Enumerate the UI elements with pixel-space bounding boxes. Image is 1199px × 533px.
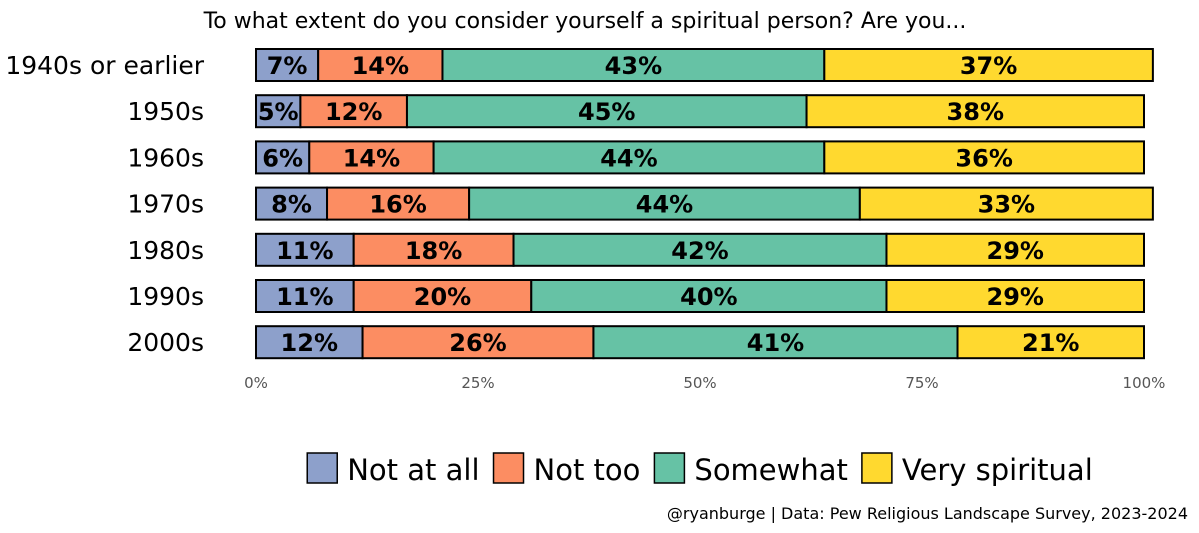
legend-swatch — [306, 452, 338, 484]
bar-segment-not-too — [299, 94, 408, 129]
category-label: 1950s — [127, 97, 204, 126]
data-label: 37% — [960, 52, 1017, 80]
x-tick-label: 100% — [1123, 374, 1166, 392]
data-label: 29% — [987, 283, 1044, 311]
category-label: 1960s — [127, 143, 204, 172]
legend-label: Not too — [534, 453, 641, 487]
bar-segment-not-at-all — [255, 48, 320, 82]
bar-segment-not-at-all — [255, 325, 364, 360]
data-label: 21% — [1022, 329, 1079, 357]
data-label: 8% — [271, 191, 312, 219]
data-label: 7% — [267, 52, 308, 80]
data-label: 36% — [955, 144, 1012, 172]
bar-segment-very-spiritual — [823, 140, 1145, 175]
bar-segment-somewhat — [512, 232, 888, 267]
data-label: 12% — [325, 98, 382, 126]
bars-group: 7% 14% 43% 37% 5% 12% 45% 38% 6% 14% 44% 36% 8% 16% 44… — [255, 48, 1154, 360]
data-label: 11% — [276, 283, 333, 311]
data-label: 11% — [276, 237, 333, 265]
data-label: 14% — [352, 52, 409, 80]
bar-segment-very-spiritual — [885, 279, 1145, 313]
legend-swatch — [861, 452, 893, 484]
x-axis-ticks: 0% 25% 50% 75% 100% — [244, 374, 1165, 392]
x-tick-label: 25% — [461, 374, 494, 392]
data-label: 18% — [405, 237, 462, 265]
data-label: 5% — [258, 98, 299, 126]
chart-title: To what extent do you consider yourself … — [203, 9, 967, 34]
category-label: 1990s — [127, 282, 204, 311]
data-label: 29% — [987, 237, 1044, 265]
category-labels: 1940s or earlier 1950s 1960s 1970s 1980s 1990… — [5, 51, 204, 357]
x-tick-label: 0% — [244, 374, 268, 392]
bar-segment-very-spiritual — [885, 232, 1145, 267]
data-label: 33% — [978, 191, 1035, 219]
category-label: 1970s — [127, 190, 204, 219]
data-label: 12% — [281, 329, 338, 357]
data-label: 42% — [671, 237, 728, 265]
bar-segment-not-too — [317, 48, 444, 82]
legend: Not at all Not too Somewhat Very spiritual — [306, 452, 1093, 487]
data-label: 45% — [578, 98, 635, 126]
data-label: 38% — [947, 98, 1004, 126]
bar-segment-somewhat — [592, 325, 959, 360]
data-label: 44% — [636, 191, 693, 219]
legend-label: Very spiritual — [902, 453, 1093, 487]
data-label: 14% — [343, 144, 400, 172]
category-label: 1940s or earlier — [5, 51, 204, 80]
x-tick-label: 50% — [683, 374, 716, 392]
bar-segment-very-spiritual — [956, 325, 1146, 360]
x-tick-label: 75% — [905, 374, 938, 392]
bar-segment-not-too — [326, 186, 471, 221]
data-label: 43% — [605, 52, 662, 80]
bar-segment-not-at-all — [255, 232, 355, 267]
legend-label: Not at all — [347, 453, 479, 487]
bar-segment-not-too — [308, 140, 435, 175]
data-label: 44% — [600, 144, 657, 172]
data-label: 26% — [449, 329, 506, 357]
category-label: 1980s — [127, 236, 204, 265]
bar-segment-somewhat — [530, 279, 888, 313]
data-label: 20% — [414, 283, 471, 311]
category-label: 2000s — [127, 328, 204, 357]
bar-segment-very-spiritual — [858, 186, 1154, 221]
bar-segment-very-spiritual — [805, 94, 1145, 129]
bar-segment-somewhat — [441, 48, 826, 82]
legend-swatch — [653, 452, 686, 484]
data-label: 41% — [747, 329, 804, 357]
bar-segment-not-at-all — [255, 140, 311, 175]
bar-segment-not-at-all — [255, 94, 302, 129]
data-label: 40% — [680, 283, 737, 311]
legend-swatch — [492, 452, 525, 484]
data-label: 16% — [369, 191, 426, 219]
bar-segment-somewhat — [405, 94, 808, 129]
legend-label: Somewhat — [694, 453, 847, 487]
bar-segment-very-spiritual — [823, 48, 1154, 82]
bar-segment-not-at-all — [255, 279, 355, 313]
data-label: 6% — [262, 144, 303, 172]
chart-caption: @ryanburge | Data: Pew Religious Landsca… — [667, 504, 1188, 523]
bar-segment-not-at-all — [255, 186, 329, 221]
bar-segment-not-too — [352, 279, 533, 313]
